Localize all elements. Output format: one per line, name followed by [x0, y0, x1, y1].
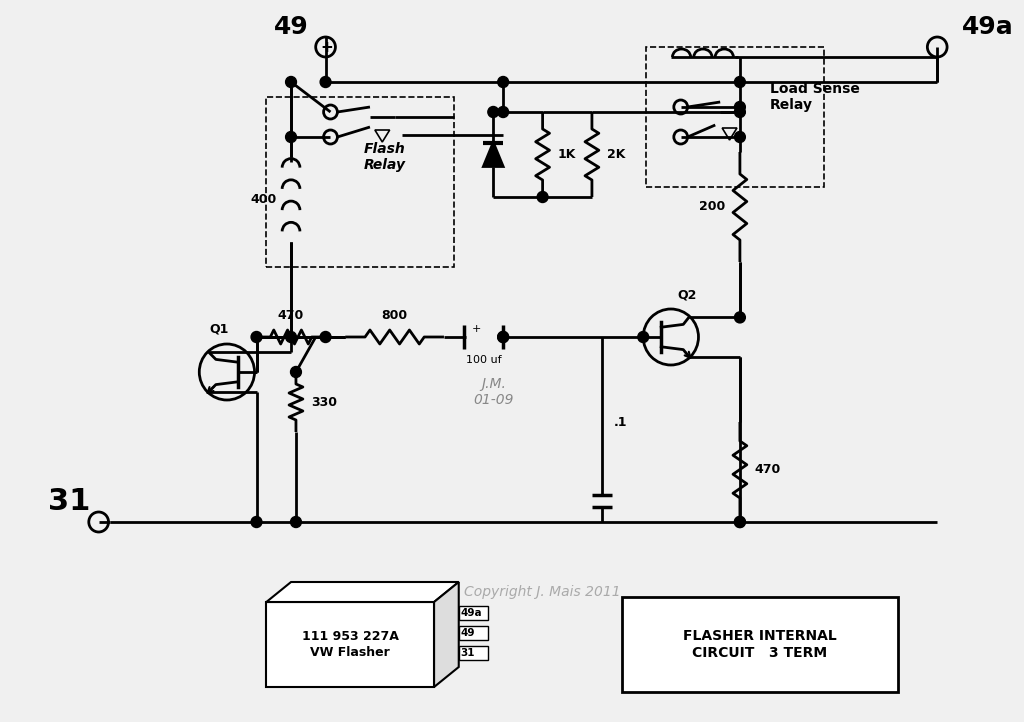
- Circle shape: [734, 131, 745, 142]
- Text: 470: 470: [755, 463, 781, 476]
- Text: 49a: 49a: [962, 15, 1014, 39]
- Text: 400: 400: [250, 193, 276, 206]
- Circle shape: [251, 331, 262, 342]
- Text: 330: 330: [310, 396, 337, 409]
- Circle shape: [498, 331, 509, 342]
- Text: 49a: 49a: [461, 608, 482, 618]
- Text: 31: 31: [48, 487, 90, 516]
- Bar: [266, 602, 434, 687]
- Polygon shape: [266, 582, 459, 602]
- Text: Flash
Relay: Flash Relay: [364, 142, 406, 172]
- Circle shape: [286, 77, 297, 87]
- Text: Copyright J. Mais 2011: Copyright J. Mais 2011: [464, 585, 621, 599]
- Circle shape: [734, 77, 745, 87]
- Circle shape: [286, 131, 297, 142]
- Circle shape: [498, 77, 509, 87]
- Circle shape: [538, 191, 548, 202]
- Circle shape: [321, 331, 331, 342]
- Text: 200: 200: [698, 201, 725, 214]
- Text: Q1: Q1: [209, 323, 228, 336]
- Circle shape: [734, 107, 745, 118]
- Circle shape: [487, 107, 499, 118]
- Circle shape: [638, 331, 648, 342]
- Text: 49: 49: [461, 628, 475, 638]
- Bar: [459, 606, 488, 620]
- Text: 31: 31: [461, 648, 475, 658]
- FancyBboxPatch shape: [622, 597, 898, 692]
- Circle shape: [734, 516, 745, 528]
- Circle shape: [498, 331, 509, 342]
- Text: 49: 49: [273, 15, 308, 39]
- Circle shape: [498, 107, 509, 118]
- Polygon shape: [483, 142, 503, 167]
- Text: .1: .1: [613, 415, 627, 428]
- Text: Load Sense
Relay: Load Sense Relay: [769, 82, 859, 112]
- Circle shape: [321, 77, 331, 87]
- Bar: [459, 645, 488, 660]
- Circle shape: [734, 312, 745, 323]
- Text: 111 953 227A
VW Flasher: 111 953 227A VW Flasher: [302, 630, 398, 658]
- Circle shape: [734, 516, 745, 528]
- Text: J.M.
01-09: J.M. 01-09: [473, 377, 513, 407]
- Text: +: +: [472, 324, 481, 334]
- Text: 2K: 2K: [607, 148, 625, 161]
- Circle shape: [286, 331, 297, 342]
- Circle shape: [251, 516, 262, 528]
- Text: Q2: Q2: [678, 288, 697, 301]
- Circle shape: [291, 367, 301, 378]
- Text: 800: 800: [382, 309, 408, 322]
- Circle shape: [734, 102, 745, 113]
- Text: 470: 470: [278, 309, 304, 322]
- Text: FLASHER INTERNAL
CIRCUIT   3 TERM: FLASHER INTERNAL CIRCUIT 3 TERM: [683, 630, 837, 660]
- Text: +: +: [321, 40, 333, 54]
- Bar: [459, 625, 488, 640]
- Polygon shape: [434, 582, 459, 687]
- Circle shape: [291, 516, 301, 528]
- Text: 1K: 1K: [557, 148, 575, 161]
- Text: 100 uf: 100 uf: [466, 355, 501, 365]
